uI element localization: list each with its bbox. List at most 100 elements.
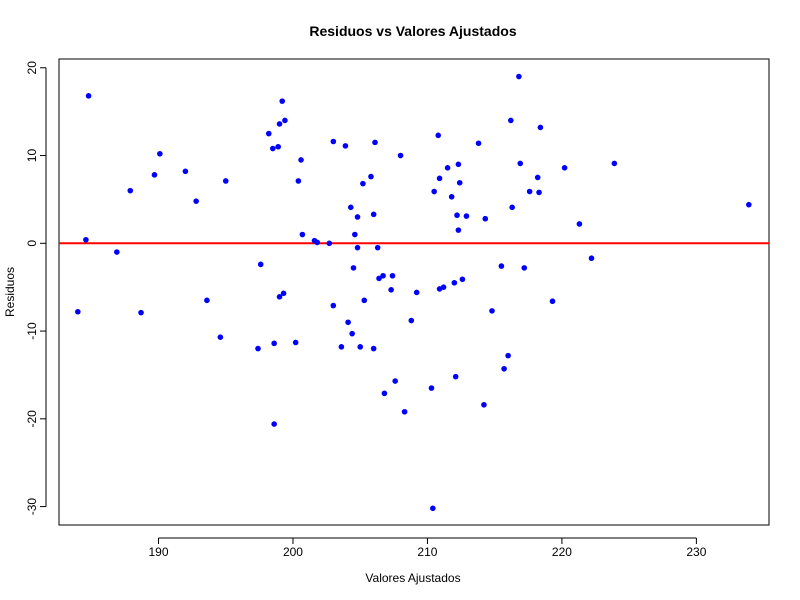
data-point <box>354 244 361 251</box>
data-point <box>459 276 466 283</box>
data-point <box>509 204 515 211</box>
x-tick-label: 220 <box>552 545 572 559</box>
data-point <box>430 505 436 512</box>
y-tick-label: -10 <box>25 322 39 340</box>
data-point <box>271 421 277 427</box>
data-point <box>85 93 92 99</box>
y-tick-label: -20 <box>25 410 39 428</box>
data-point <box>611 160 618 167</box>
data-point <box>428 385 435 391</box>
data-point <box>295 178 302 184</box>
data-point <box>380 272 386 279</box>
data-point <box>280 290 287 297</box>
data-point <box>456 179 463 186</box>
data-point <box>374 244 381 251</box>
data-point <box>83 236 89 243</box>
data-point <box>537 124 544 131</box>
data-point <box>455 227 462 233</box>
y-tick-label: 20 <box>25 61 39 75</box>
data-point <box>222 178 229 184</box>
data-point <box>127 187 134 194</box>
data-point <box>452 373 459 380</box>
data-point <box>299 231 306 238</box>
data-point <box>255 345 261 352</box>
data-point <box>370 345 377 352</box>
data-point <box>338 344 345 350</box>
y-tick-label: 10 <box>25 149 39 163</box>
data-point <box>314 239 320 246</box>
data-point <box>370 211 377 218</box>
data-point <box>279 98 286 104</box>
x-axis: 190 200 210 220 230 <box>148 537 707 559</box>
data-point <box>448 193 455 200</box>
data-point <box>360 180 366 187</box>
data-point <box>276 294 283 300</box>
data-point <box>526 188 533 195</box>
data-point <box>517 160 524 167</box>
data-point <box>271 340 277 347</box>
data-point <box>114 249 120 255</box>
data-point <box>501 365 507 372</box>
data-point <box>746 201 752 208</box>
data-point <box>392 378 398 384</box>
data-point <box>372 139 378 146</box>
data-point <box>440 284 447 290</box>
data-point <box>265 130 272 137</box>
data-point <box>357 344 364 350</box>
data-point <box>298 157 304 163</box>
y-tick-label: -30 <box>25 498 39 516</box>
data-point <box>292 339 299 346</box>
data-point <box>463 213 470 219</box>
data-point <box>193 198 199 204</box>
data-point <box>588 255 595 262</box>
data-point <box>408 317 415 324</box>
data-point <box>345 319 351 326</box>
data-points <box>75 73 752 512</box>
plot-area-frame <box>58 58 770 526</box>
data-point <box>354 214 361 220</box>
data-point <box>368 173 374 180</box>
x-tick-label: 200 <box>283 545 303 559</box>
data-point <box>350 265 357 271</box>
data-point <box>521 265 528 271</box>
data-point <box>342 143 349 149</box>
data-point <box>455 161 462 168</box>
y-tick-label: 0 <box>25 240 39 247</box>
data-point <box>576 221 583 227</box>
data-point <box>347 204 354 211</box>
data-point <box>397 152 404 159</box>
data-point <box>451 279 458 286</box>
x-tick-label: 190 <box>148 545 168 559</box>
data-point <box>138 309 144 316</box>
data-point <box>381 390 388 397</box>
y-axis-label: Residuos <box>3 267 17 317</box>
data-point <box>326 240 333 247</box>
data-point <box>217 334 224 340</box>
data-point <box>349 330 355 337</box>
data-point <box>489 308 495 314</box>
x-tick-label: 230 <box>686 545 706 559</box>
data-point <box>157 150 163 157</box>
data-point <box>270 145 276 152</box>
data-point <box>413 289 420 296</box>
data-point <box>204 297 210 304</box>
data-point <box>75 308 81 315</box>
data-point <box>389 272 396 279</box>
data-point <box>436 175 443 182</box>
data-point <box>482 215 489 222</box>
data-point <box>516 73 522 80</box>
data-point <box>330 138 337 145</box>
data-point <box>282 117 288 124</box>
data-point <box>444 165 451 171</box>
data-point <box>481 401 487 408</box>
chart-title: Residuos vs Valores Ajustados <box>309 23 516 39</box>
data-point <box>498 263 505 269</box>
data-point <box>435 132 442 139</box>
data-point <box>454 212 460 219</box>
data-point <box>257 261 264 268</box>
data-point <box>505 352 511 359</box>
data-point <box>508 117 514 124</box>
data-point <box>534 174 541 181</box>
data-point <box>549 298 556 305</box>
